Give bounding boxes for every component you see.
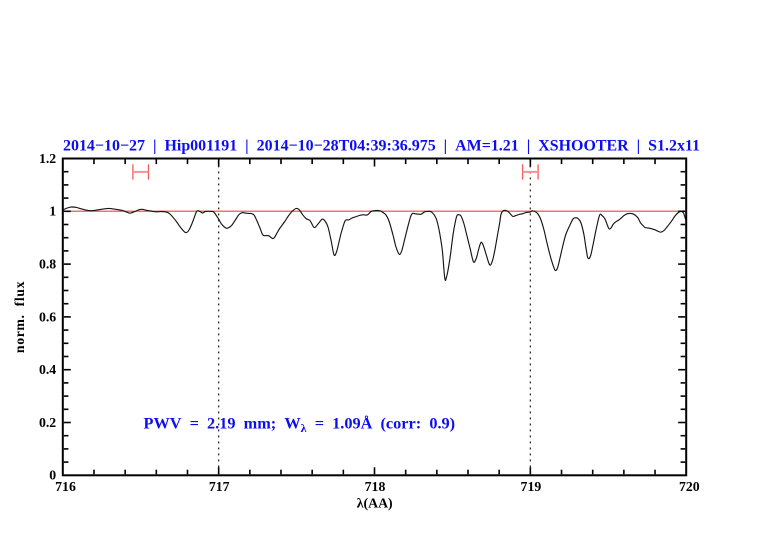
- svg-text:720: 720: [679, 479, 700, 494]
- svg-text:716: 716: [55, 479, 76, 494]
- svg-text:1.2: 1.2: [39, 151, 56, 166]
- svg-text:λ(AA): λ(AA): [357, 496, 393, 512]
- svg-text:0.6: 0.6: [39, 309, 56, 324]
- svg-text:PWV = 2.19 mm; Wλ = 1.09: PWV = 2.19 mm; Wλ = 1.09Å (corr: 0.9): [144, 414, 456, 435]
- svg-text:2014−10−27 | Hip001191 | 2: 2014−10−27 | Hip001191 | 2014−10−28T04:3…: [63, 138, 700, 155]
- svg-text:0.8: 0.8: [39, 257, 56, 272]
- svg-text:717: 717: [209, 479, 230, 494]
- svg-text:0: 0: [49, 468, 56, 483]
- svg-text:718: 718: [365, 479, 386, 494]
- svg-text:norm. flux: norm. flux: [12, 281, 27, 353]
- svg-text:0.2: 0.2: [39, 415, 56, 430]
- svg-text:1: 1: [49, 204, 56, 219]
- svg-text:0.4: 0.4: [39, 362, 56, 377]
- svg-text:719: 719: [521, 479, 542, 494]
